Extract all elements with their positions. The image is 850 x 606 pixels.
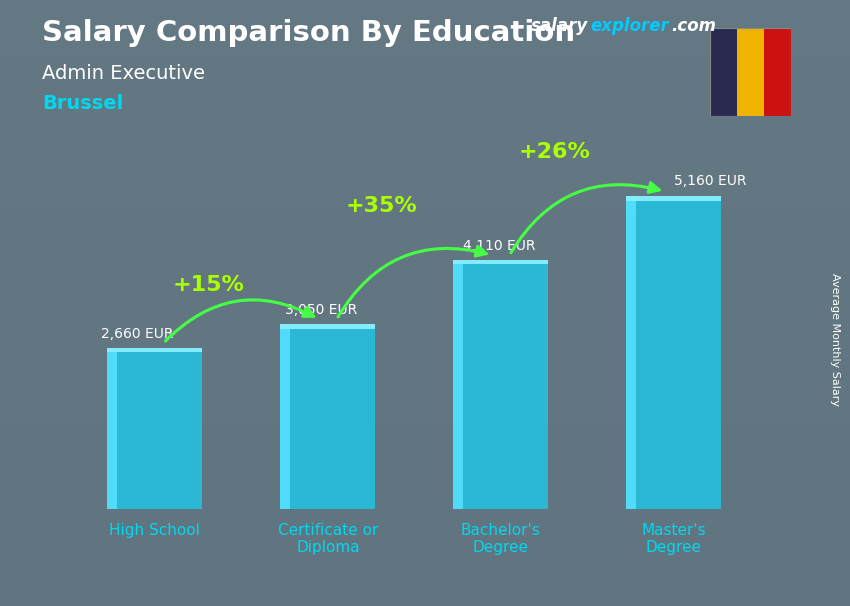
Bar — [0, 576, 850, 606]
Text: +26%: +26% — [518, 141, 591, 162]
Bar — [0, 545, 850, 576]
Text: .com: .com — [672, 17, 717, 35]
Text: salary: salary — [531, 17, 588, 35]
Bar — [0, 30, 850, 61]
Text: 5,160 EUR: 5,160 EUR — [674, 174, 746, 188]
Bar — [0, 364, 850, 394]
Bar — [0, 121, 850, 152]
Text: 3,050 EUR: 3,050 EUR — [285, 303, 357, 317]
Bar — [107, 348, 202, 352]
Bar — [0, 0, 850, 30]
Bar — [280, 324, 290, 509]
Bar — [0, 515, 850, 545]
Bar — [0, 454, 850, 485]
Bar — [0, 91, 850, 121]
Bar — [0, 424, 850, 454]
Bar — [0, 212, 850, 242]
Bar — [0, 273, 850, 303]
Bar — [0, 394, 850, 424]
Bar — [0, 485, 850, 515]
Bar — [107, 348, 202, 509]
Bar — [0, 242, 850, 273]
Text: +35%: +35% — [346, 196, 417, 216]
Bar — [280, 324, 376, 509]
Bar — [737, 28, 763, 116]
Bar — [0, 333, 850, 364]
Text: explorer: explorer — [591, 17, 670, 35]
Bar — [453, 260, 548, 509]
Bar — [626, 196, 636, 509]
Text: 4,110 EUR: 4,110 EUR — [462, 239, 536, 253]
Bar — [0, 61, 850, 91]
Text: +15%: +15% — [173, 275, 245, 295]
Bar — [626, 196, 722, 509]
Text: Admin Executive: Admin Executive — [42, 64, 206, 82]
Text: 2,660 EUR: 2,660 EUR — [101, 327, 173, 341]
Bar — [453, 260, 548, 264]
Bar — [453, 260, 462, 509]
Bar — [0, 303, 850, 333]
Bar — [710, 28, 737, 116]
Text: Brussel: Brussel — [42, 94, 124, 113]
Bar — [280, 324, 376, 328]
Bar — [107, 348, 116, 509]
Bar — [626, 196, 722, 201]
Bar — [0, 152, 850, 182]
Text: Salary Comparison By Education: Salary Comparison By Education — [42, 19, 575, 47]
Bar — [0, 182, 850, 212]
Bar — [763, 28, 791, 116]
Text: Average Monthly Salary: Average Monthly Salary — [830, 273, 840, 406]
